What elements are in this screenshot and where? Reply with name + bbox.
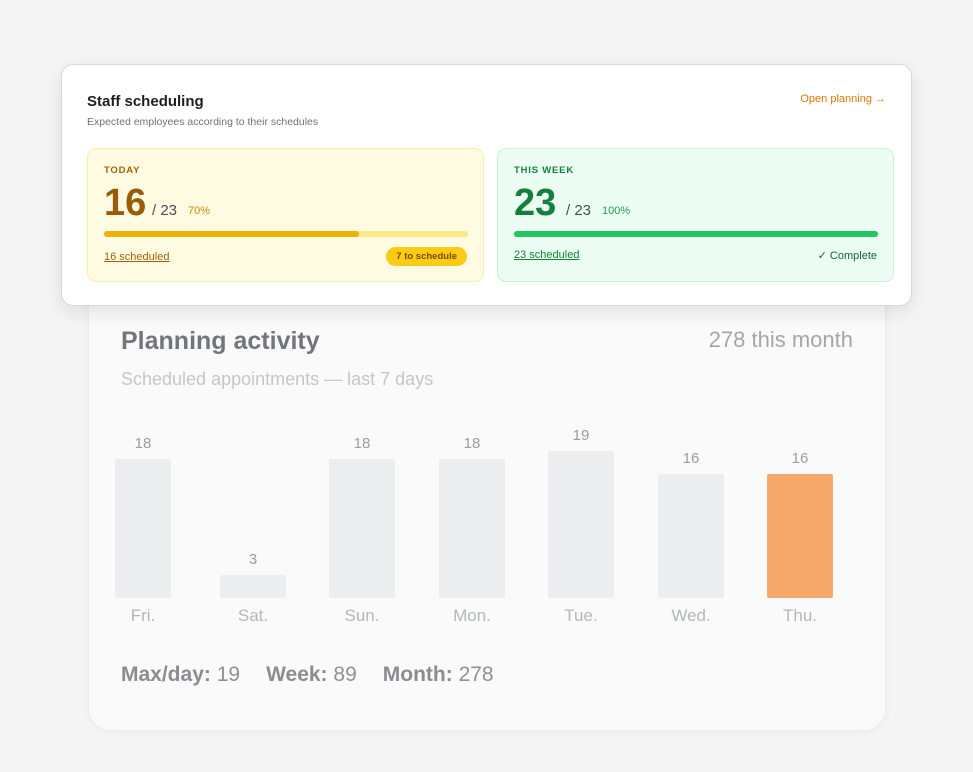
today-panel: TODAY 16 / 23 70% 16 scheduled 7 to sche… [87,148,484,282]
to-schedule-badge[interactable]: 7 to schedule [386,247,467,266]
bar-sun [329,458,395,598]
planning-activity-card: Planning activity 278 this month Schedul… [88,258,886,731]
activity-stats: Max/day: 19 Week: 89 Month: 278 [121,663,494,687]
bar-category-label: Mon. [453,606,491,625]
week-scheduled-link[interactable]: 23 scheduled [514,249,580,261]
card-title: Staff scheduling [87,93,204,110]
week-panel: THIS WEEK 23 / 23 100% 23 scheduled ✓ Co… [497,148,894,282]
bar-category-label: Tue. [564,606,598,625]
stat-week: Week: 89 [266,663,357,686]
today-percent: 70% [188,205,211,217]
week-label: THIS WEEK [514,165,574,176]
activity-bar-chart: 18 Fri. 3 Sat. 18 Sun. 18 Mon. 19 Tue. 16 Wed. 16 Thu… [89,259,887,732]
bar-value-label: 3 [248,550,258,568]
stat-month: Month: 278 [382,663,494,686]
bar-value-label: 18 [134,434,152,452]
staff-scheduling-card: Staff scheduling Expected employees acco… [61,64,912,306]
activity-subtitle: Scheduled appointments — last 7 days [121,369,434,389]
bar-wed [658,474,724,598]
activity-month-total: 278 this month [708,327,853,352]
bar-tue [548,450,614,598]
today-count: 16 [104,182,147,224]
card-subtitle: Expected employees according to their sc… [87,116,319,128]
bar-value-label: 16 [791,450,809,467]
bar-thu [767,474,833,598]
bar-category-label: Wed. [671,606,711,625]
bar-value-label: 16 [682,450,700,467]
bar-category-label: Sun. [344,606,380,625]
today-progress-fill [104,231,359,237]
bar-category-label: Thu. [782,606,818,625]
week-total: / 23 [566,202,592,219]
bar-value-label: 19 [572,426,590,444]
week-count: 23 [514,182,557,224]
bar-value-label: 18 [463,434,481,452]
today-scheduled-link[interactable]: 16 scheduled [104,251,170,263]
bar-category-label: Sat. [237,606,269,625]
bar-value-label: 18 [353,434,371,452]
week-percent: 100% [602,205,631,217]
bar-fri [115,458,171,598]
week-progress-track [514,231,878,237]
activity-title: Planning activity [121,327,320,355]
week-progress-fill [514,231,878,237]
bar-sat [220,574,286,598]
today-label: TODAY [104,165,141,176]
stat-max-day: Max/day: 19 [121,663,241,686]
week-complete-status: ✓ Complete [817,250,877,262]
today-total: / 23 [152,202,178,219]
open-planning-link[interactable]: Open planning → [800,93,886,105]
bar-mon [439,458,505,598]
today-progress-track [104,231,468,237]
bar-category-label: Fri. [130,606,156,625]
